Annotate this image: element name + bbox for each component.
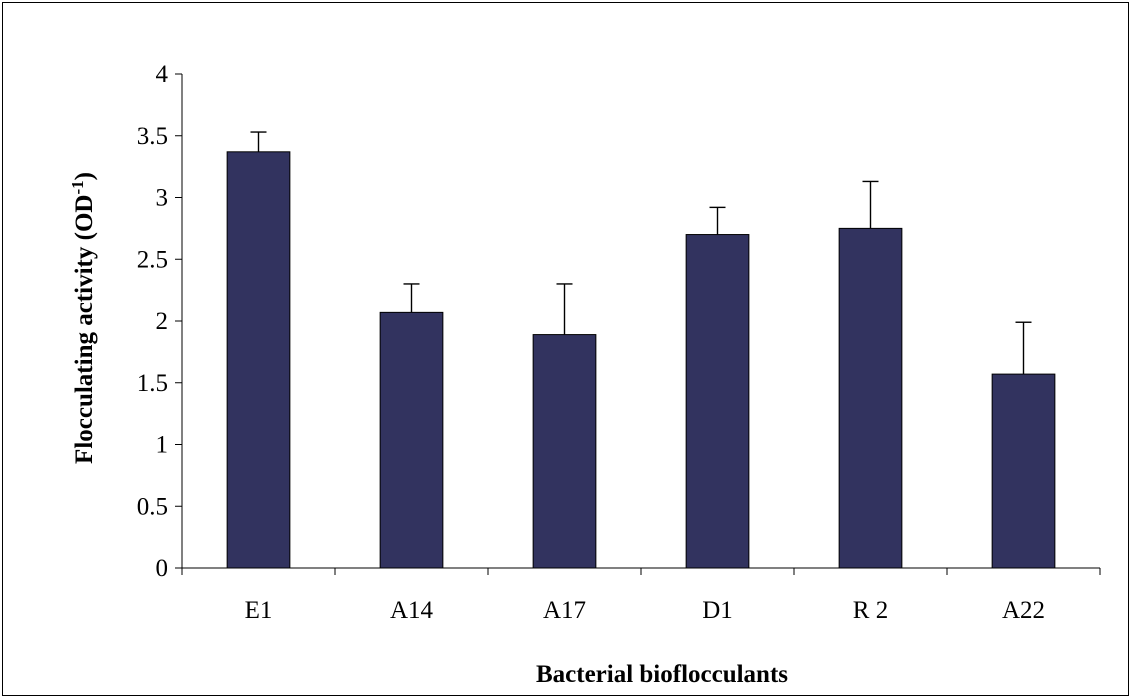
y-axis-title-main: Flocculating activity (OD: [71, 195, 98, 464]
bar: [685, 234, 750, 569]
x-tick-label: A22: [1002, 597, 1045, 624]
x-tick-label: A14: [390, 597, 434, 624]
y-tick-label: 3: [156, 185, 169, 212]
y-tick-label: 4: [156, 61, 169, 88]
error-bars: [250, 131, 1032, 375]
x-tick-label: R 2: [853, 597, 888, 624]
bar: [991, 373, 1056, 569]
y-axis-title: Flocculating activity (OD-1): [68, 172, 99, 464]
x-tick-label: A17: [543, 597, 586, 624]
bars: [226, 151, 1056, 569]
x-axis-title: Bacterial bioflocculants: [536, 661, 788, 688]
y-tick-label: 1.5: [137, 370, 168, 397]
bar: [838, 227, 903, 569]
y-axis-title-close: ): [71, 172, 98, 180]
y-tick-label: 3.5: [137, 123, 168, 150]
y-tick-label: 1: [156, 432, 169, 459]
y-tick-label: 0: [156, 555, 169, 582]
bar: [226, 151, 291, 569]
y-axis: 0 0.5 1 1.5 2 2.5 3 3.5 4: [137, 61, 183, 582]
y-tick-label: 2: [156, 308, 169, 335]
x-axis: E1 A14 A17 D1 R 2 A22: [181, 567, 1101, 624]
y-tick-label: 2.5: [137, 246, 168, 273]
x-tick-label: D1: [702, 597, 733, 624]
y-axis-title-sup: -1: [68, 180, 87, 194]
x-tick-label: E1: [245, 597, 273, 624]
y-tick-label: 0.5: [137, 493, 168, 520]
bar: [379, 311, 444, 569]
bar: [532, 334, 597, 569]
